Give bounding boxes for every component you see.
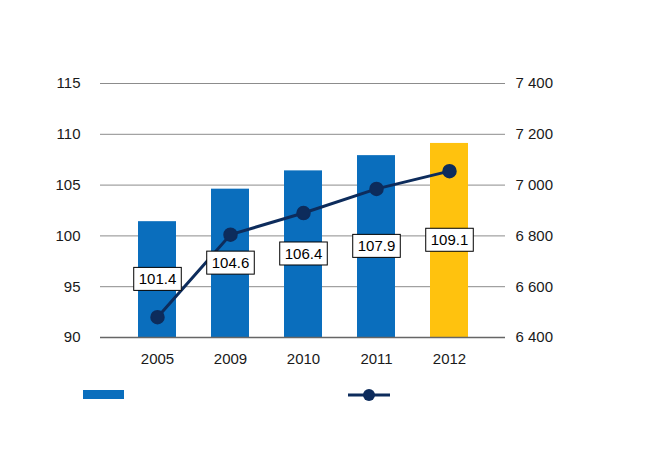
svg-text:95: 95 — [64, 278, 81, 295]
svg-text:100: 100 — [55, 227, 80, 244]
svg-text:7 200: 7 200 — [516, 125, 554, 142]
svg-text:6 600: 6 600 — [516, 278, 554, 295]
svg-text:6 400: 6 400 — [516, 328, 554, 345]
svg-text:2010: 2010 — [287, 350, 320, 367]
svg-text:2012: 2012 — [433, 350, 466, 367]
svg-text:2009: 2009 — [214, 350, 247, 367]
svg-text:90: 90 — [64, 328, 81, 345]
svg-text:115: 115 — [57, 74, 81, 91]
svg-text:7 000: 7 000 — [516, 176, 554, 193]
svg-text:2005: 2005 — [141, 350, 174, 367]
svg-text:104.6: 104.6 — [212, 254, 250, 271]
svg-text:6 800: 6 800 — [516, 227, 554, 244]
svg-text:101.4: 101.4 — [139, 270, 177, 287]
svg-text:109.1: 109.1 — [431, 231, 469, 248]
svg-text:106.4: 106.4 — [285, 245, 323, 262]
svg-text:107.9: 107.9 — [358, 237, 396, 254]
svg-text:110: 110 — [57, 125, 81, 142]
svg-text:2011: 2011 — [360, 350, 392, 367]
svg-text:7 400: 7 400 — [516, 74, 554, 91]
svg-text:105: 105 — [55, 176, 80, 193]
